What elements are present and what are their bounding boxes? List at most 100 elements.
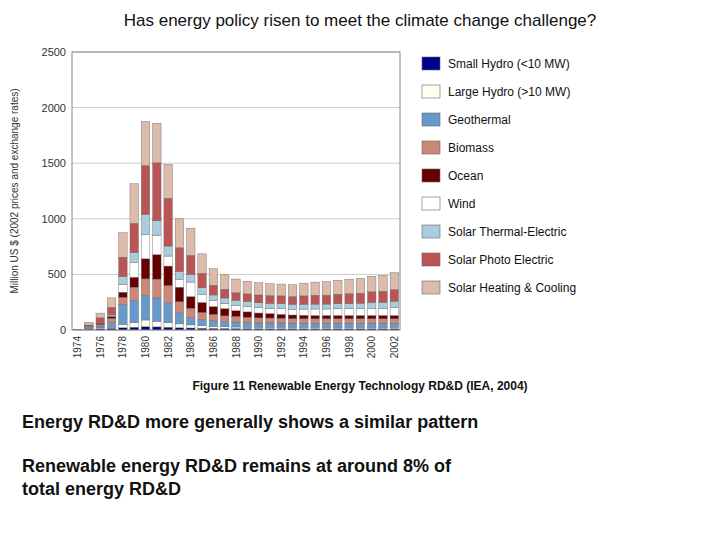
bar-segment xyxy=(311,309,319,315)
bar-segment xyxy=(288,319,296,323)
x-tick-label: 1998 xyxy=(344,336,355,359)
y-tick-label: 0 xyxy=(60,324,66,336)
bar-segment xyxy=(243,294,251,302)
bar-segment xyxy=(345,323,353,327)
bar-segment xyxy=(107,307,115,314)
bar-segment xyxy=(220,316,228,322)
bar-segment xyxy=(334,280,342,294)
x-tick-label: 1990 xyxy=(253,336,264,359)
bar-segment xyxy=(277,296,285,304)
legend-label: Large Hydro (>10 MW) xyxy=(448,85,570,99)
bar-segment xyxy=(288,315,296,319)
bar-segment xyxy=(266,323,274,327)
x-tick-label: 2002 xyxy=(389,336,400,359)
y-tick-label: 1000 xyxy=(42,213,66,225)
bar-segment xyxy=(254,283,262,295)
bar-segment xyxy=(85,328,93,330)
bar-segment xyxy=(367,323,375,327)
bar-segment xyxy=(220,289,228,298)
bar-segment xyxy=(243,323,251,328)
grid-line xyxy=(72,107,400,108)
legend-swatch xyxy=(422,197,440,210)
bar-segment xyxy=(187,297,195,309)
bar-segment xyxy=(164,303,172,323)
bar-segment xyxy=(243,327,251,328)
bar-segment xyxy=(209,285,217,295)
bar-segment xyxy=(254,327,262,328)
bar-segment xyxy=(288,309,296,315)
bar-segment xyxy=(220,322,228,327)
bar-segment xyxy=(311,323,319,327)
bar-segment xyxy=(277,284,285,296)
bar-segment xyxy=(254,323,262,327)
bar-segment xyxy=(266,284,274,296)
bar-segment xyxy=(96,326,104,328)
legend-label: Solar Photo Electric xyxy=(448,253,553,267)
bar-segment xyxy=(96,323,104,324)
bar-segment xyxy=(356,278,364,293)
figure-caption: Figure 11 Renewable Energy Technology RD… xyxy=(192,379,527,393)
bar-segment xyxy=(232,300,240,305)
bar-segment xyxy=(220,309,228,316)
bar-segment xyxy=(119,304,127,324)
bar-segment xyxy=(379,275,387,291)
bar-segment xyxy=(334,315,342,318)
bar-segment xyxy=(209,314,217,320)
bar-segment xyxy=(187,282,195,296)
bar-segment xyxy=(232,327,240,329)
chart: Has energy policy risen to meet the clim… xyxy=(0,0,720,540)
bar-segment xyxy=(130,301,138,323)
bar-segment xyxy=(141,320,149,327)
bar-segment xyxy=(288,285,296,297)
x-tick-label: 1978 xyxy=(117,336,128,359)
bar-segment xyxy=(85,326,93,327)
bar-segment xyxy=(322,309,330,315)
bar-segment xyxy=(153,235,161,254)
bar-segment xyxy=(141,259,149,279)
bar-segment xyxy=(107,316,115,318)
bar-segment xyxy=(379,302,387,308)
bullet-line: Energy RD&D more generally shows a simil… xyxy=(22,412,478,432)
bar-segment xyxy=(153,321,161,327)
bar-segment xyxy=(153,163,161,221)
bar-segment xyxy=(187,228,195,255)
bar-segment xyxy=(175,272,183,280)
bar-segment xyxy=(220,327,228,329)
legend-label: Biomass xyxy=(448,141,494,155)
bar-segment xyxy=(322,319,330,323)
bar-segment xyxy=(277,304,285,309)
bar-segment xyxy=(107,315,115,317)
bar-segment xyxy=(243,307,251,312)
bar-segment xyxy=(175,219,183,248)
bar-segment xyxy=(390,319,398,323)
bar-segment xyxy=(243,302,251,307)
bar-segment xyxy=(209,295,217,301)
x-tick-label: 1992 xyxy=(276,336,287,359)
legend-swatch xyxy=(422,253,440,266)
bar-segment xyxy=(164,266,172,285)
grid-line xyxy=(72,218,400,219)
bar-segment xyxy=(243,312,251,317)
grid xyxy=(72,52,400,330)
bar-segment xyxy=(187,274,195,282)
legend-swatch xyxy=(422,85,440,98)
bar-segment xyxy=(209,326,217,328)
bar-segment xyxy=(356,323,364,327)
bar-segment xyxy=(107,318,115,322)
bar-segment xyxy=(390,290,398,302)
bar-segment xyxy=(345,294,353,304)
bar-segment xyxy=(164,286,172,303)
bar-segment xyxy=(141,296,149,320)
bar-segment xyxy=(277,323,285,327)
bar-segment xyxy=(198,254,206,273)
bar-segment xyxy=(300,283,308,296)
y-tick-label: 1500 xyxy=(42,157,66,169)
bar-segment xyxy=(198,288,206,295)
bar-segment xyxy=(266,296,274,304)
bar-segment xyxy=(288,323,296,327)
bar-segment xyxy=(311,282,319,295)
bar-segment xyxy=(220,303,228,308)
legend-swatch xyxy=(422,57,440,70)
bullet-line: Renewable energy RD&D remains at around … xyxy=(22,456,452,476)
bar-segment xyxy=(367,315,375,318)
